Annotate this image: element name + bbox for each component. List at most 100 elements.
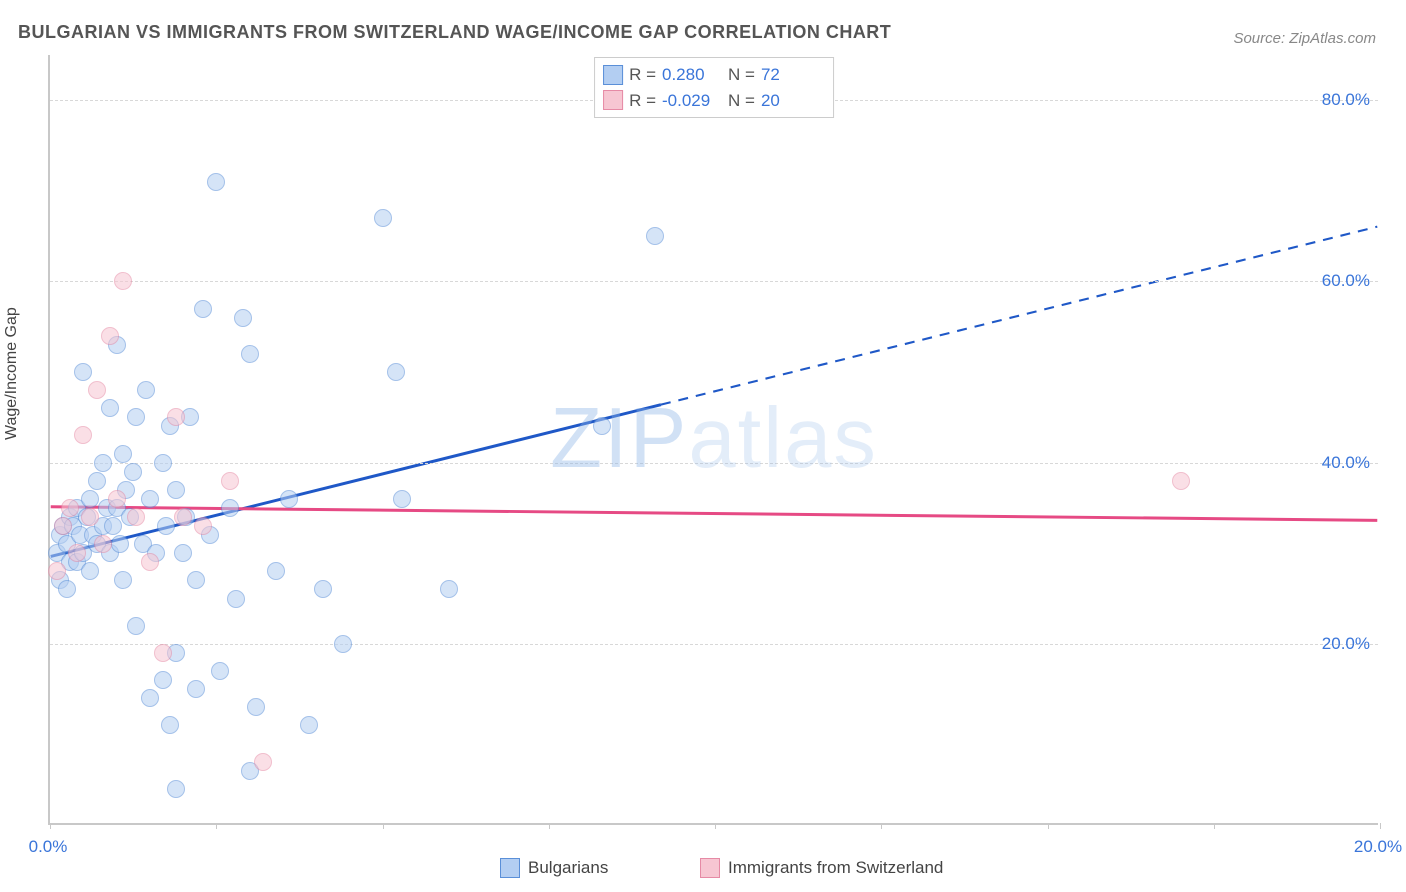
- scatter-point: [88, 472, 106, 490]
- legend-swatch-1: [700, 858, 720, 878]
- scatter-point: [227, 590, 245, 608]
- stats-label-r: R =: [629, 88, 656, 114]
- scatter-point: [154, 644, 172, 662]
- y-axis-label: Wage/Income Gap: [3, 307, 21, 440]
- scatter-point: [74, 426, 92, 444]
- xtick-mark: [1048, 823, 1049, 829]
- stats-row: R = -0.029 N = 20: [603, 88, 821, 114]
- xtick-mark: [50, 823, 51, 829]
- scatter-point: [127, 508, 145, 526]
- scatter-point: [314, 580, 332, 598]
- stats-row: R = 0.280 N = 72: [603, 62, 821, 88]
- scatter-point: [234, 309, 252, 327]
- xtick-mark: [1214, 823, 1215, 829]
- scatter-point: [101, 327, 119, 345]
- scatter-point: [207, 173, 225, 191]
- ytick-label: 80.0%: [1322, 90, 1370, 110]
- xtick-mark: [881, 823, 882, 829]
- scatter-point: [127, 408, 145, 426]
- ytick-label: 40.0%: [1322, 453, 1370, 473]
- scatter-point: [187, 680, 205, 698]
- trend-line-dashed: [661, 227, 1377, 405]
- legend-label-0: Bulgarians: [528, 858, 608, 878]
- scatter-point: [48, 562, 66, 580]
- stats-value-r1: -0.029: [662, 88, 722, 114]
- stats-swatch-0: [603, 65, 623, 85]
- scatter-point: [101, 399, 119, 417]
- stats-value-r0: 0.280: [662, 62, 722, 88]
- scatter-point: [114, 445, 132, 463]
- scatter-point: [187, 571, 205, 589]
- scatter-point: [154, 454, 172, 472]
- gridline: [50, 644, 1378, 645]
- xtick-mark: [715, 823, 716, 829]
- scatter-point: [74, 363, 92, 381]
- scatter-point: [94, 454, 112, 472]
- scatter-point: [1172, 472, 1190, 490]
- scatter-point: [167, 481, 185, 499]
- scatter-point: [127, 617, 145, 635]
- stats-value-n0: 72: [761, 62, 821, 88]
- scatter-point: [81, 490, 99, 508]
- scatter-point: [174, 508, 192, 526]
- trend-line-solid: [51, 405, 661, 557]
- scatter-point: [124, 463, 142, 481]
- watermark-text-1: ZIP: [550, 391, 688, 486]
- scatter-point: [194, 517, 212, 535]
- scatter-point: [141, 553, 159, 571]
- scatter-point: [280, 490, 298, 508]
- ytick-label: 60.0%: [1322, 271, 1370, 291]
- gridline: [50, 281, 1378, 282]
- scatter-point: [94, 535, 112, 553]
- scatter-point: [58, 580, 76, 598]
- gridline: [50, 463, 1378, 464]
- stats-value-n1: 20: [761, 88, 821, 114]
- bottom-legend-item: Bulgarians: [500, 858, 608, 878]
- stats-label-r: R =: [629, 62, 656, 88]
- scatter-point: [81, 562, 99, 580]
- scatter-point: [104, 517, 122, 535]
- scatter-point: [167, 408, 185, 426]
- scatter-point: [211, 662, 229, 680]
- stats-label-n: N =: [728, 62, 755, 88]
- bottom-legend-item: Immigrants from Switzerland: [700, 858, 943, 878]
- scatter-point: [646, 227, 664, 245]
- xtick-mark: [216, 823, 217, 829]
- scatter-point: [137, 381, 155, 399]
- scatter-point: [393, 490, 411, 508]
- scatter-point: [247, 698, 265, 716]
- scatter-point: [221, 499, 239, 517]
- scatter-point: [300, 716, 318, 734]
- ytick-label: 20.0%: [1322, 634, 1370, 654]
- scatter-point: [108, 490, 126, 508]
- xtick-mark: [1380, 823, 1381, 829]
- scatter-point: [174, 544, 192, 562]
- source-label: Source: ZipAtlas.com: [1233, 30, 1376, 47]
- stats-label-n: N =: [728, 88, 755, 114]
- xtick-label: 20.0%: [1354, 837, 1402, 857]
- xtick-mark: [383, 823, 384, 829]
- stats-box: R = 0.280 N = 72 R = -0.029 N = 20: [594, 57, 834, 118]
- scatter-point: [157, 517, 175, 535]
- scatter-point: [111, 535, 129, 553]
- legend-swatch-0: [500, 858, 520, 878]
- scatter-point: [81, 508, 99, 526]
- scatter-point: [593, 417, 611, 435]
- plot-area: ZIPatlas R = 0.280 N = 72 R = -0.029 N =…: [48, 55, 1378, 825]
- scatter-point: [54, 517, 72, 535]
- stats-swatch-1: [603, 90, 623, 110]
- scatter-point: [88, 381, 106, 399]
- scatter-point: [114, 571, 132, 589]
- scatter-point: [440, 580, 458, 598]
- scatter-point: [194, 300, 212, 318]
- chart-title: BULGARIAN VS IMMIGRANTS FROM SWITZERLAND…: [18, 22, 891, 43]
- scatter-point: [221, 472, 239, 490]
- scatter-point: [154, 671, 172, 689]
- scatter-point: [334, 635, 352, 653]
- scatter-point: [254, 753, 272, 771]
- scatter-point: [267, 562, 285, 580]
- scatter-point: [161, 716, 179, 734]
- scatter-point: [141, 490, 159, 508]
- scatter-point: [114, 272, 132, 290]
- xtick-mark: [549, 823, 550, 829]
